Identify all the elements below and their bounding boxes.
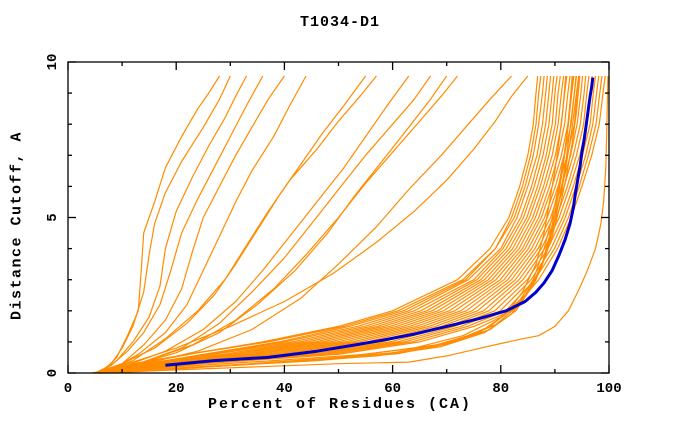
y-axis-label: Distance Cutoff, A: [8, 130, 26, 321]
y-tick-label: 10: [45, 54, 61, 71]
chart-title: T1034-D1: [299, 14, 380, 31]
curve-model-08: [100, 75, 377, 374]
x-tick-label: 20: [168, 381, 185, 397]
curve-model-23: [103, 75, 565, 374]
x-axis-label: Percent of Residues (CA): [207, 396, 473, 413]
curve-model-35: [105, 75, 603, 374]
curve-model-36: [96, 75, 606, 374]
curve-model-13: [94, 75, 513, 374]
y-tick-label: 5: [45, 213, 61, 221]
curve-model-20: [94, 75, 555, 374]
curve-model-16: [92, 75, 542, 374]
curve-model-28: [98, 75, 580, 374]
x-tick-label: 40: [276, 381, 293, 397]
curve-model-18: [94, 75, 548, 374]
curve-highlight-model: [165, 77, 595, 367]
x-tick-label: 80: [492, 381, 509, 397]
x-tick-label: 0: [64, 381, 72, 397]
curve-model-19: [100, 75, 552, 374]
curve-model-06: [97, 75, 307, 374]
curve-model-17: [97, 75, 545, 374]
curve-model-39: [103, 75, 581, 374]
curve-model-26: [97, 75, 574, 374]
y-tick-label: 0: [45, 369, 61, 377]
curve-model-14: [94, 75, 529, 374]
curve-model-22: [97, 75, 561, 374]
x-tick-label: 60: [384, 381, 401, 397]
curve-model-01: [94, 75, 221, 374]
curve-model-12: [100, 75, 458, 374]
curve-model-07: [94, 75, 367, 374]
curve-model-02: [97, 75, 231, 374]
curve-model-33: [100, 75, 597, 374]
curve-model-03: [100, 75, 248, 374]
curve-model-05: [100, 75, 285, 374]
curve-model-21: [100, 75, 558, 374]
curve-model-25: [101, 75, 571, 374]
curve-model-11: [97, 75, 448, 374]
curve-model-43-outlier: [100, 75, 609, 374]
curve-model-40: [105, 75, 580, 374]
curve-model-37: [100, 75, 567, 374]
x-tick-label: 100: [596, 381, 621, 397]
curve-model-42: [103, 75, 578, 374]
curve-model-41: [100, 75, 575, 374]
curve-model-04: [94, 75, 264, 374]
